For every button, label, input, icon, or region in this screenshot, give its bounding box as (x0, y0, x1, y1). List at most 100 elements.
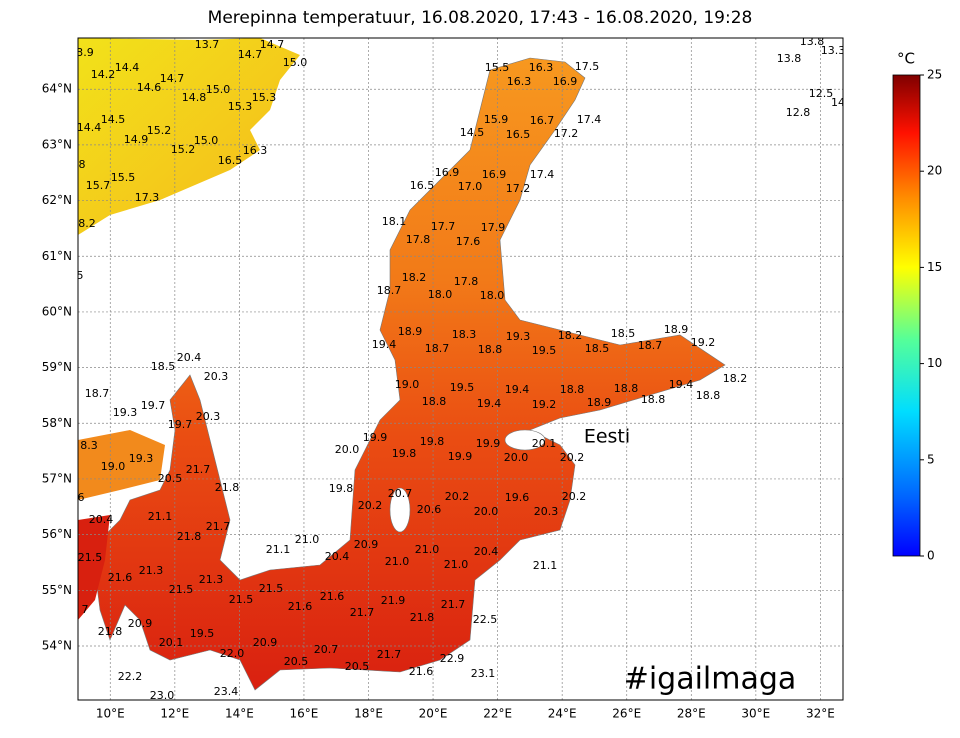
temperature-label: 13.3 (821, 44, 846, 57)
temperature-label: 20.5 (345, 660, 370, 673)
temperature-labels: 3.913.714.714.715.014.214.414.614.715.01… (77, 35, 846, 702)
temperature-label: 14.7 (260, 38, 285, 51)
temperature-label: 17.6 (456, 235, 481, 248)
temperature-label: 17.3 (135, 191, 160, 204)
temperature-label: 21.8 (215, 481, 240, 494)
temperature-label: 21.3 (139, 564, 164, 577)
temperature-label: 8 (79, 158, 86, 171)
temperature-label: 16.9 (435, 166, 460, 179)
x-tick-label: 20°E (419, 707, 448, 721)
x-tick-label: 22°E (483, 707, 512, 721)
temperature-label: 16.3 (529, 61, 554, 74)
temperature-label: 16.5 (218, 154, 243, 167)
temperature-label: 14.4 (77, 121, 102, 134)
temperature-label: 23.4 (214, 685, 239, 698)
y-tick-label: 61°N (42, 249, 72, 263)
temperature-label: 21.6 (288, 600, 313, 613)
temperature-label: 16.7 (530, 114, 555, 127)
temperature-label: 18.0 (480, 289, 505, 302)
temperature-label: 20.7 (388, 487, 413, 500)
baltic-sea (94, 57, 726, 691)
x-tick-label: 16°E (290, 707, 319, 721)
x-tick-label: 26°E (612, 707, 641, 721)
temperature-label: 20.4 (325, 550, 350, 563)
temperature-label: 14.4 (115, 61, 140, 74)
temperature-label: 20.2 (445, 490, 470, 503)
x-tick-label: 14°E (225, 707, 254, 721)
x-tick-label: 28°E (677, 707, 706, 721)
colorbar-tick-label: 15 (927, 260, 942, 274)
axis-labels: 10°E 12°E 14°E 16°E 18°E 20°E 22°E 24°E 26°E 28°E… (42, 82, 835, 721)
temperature-label: 20.5 (284, 655, 309, 668)
temperature-label: 18.0 (428, 288, 453, 301)
temperature-label: 21.7 (206, 520, 231, 533)
temperature-label: 19.3 (113, 406, 138, 419)
temperature-label: 20.1 (159, 636, 184, 649)
temperature-label: 14.7 (160, 72, 185, 85)
temperature-label: 23.1 (471, 667, 496, 680)
temperature-label: 19.5 (190, 627, 215, 640)
temperature-label: 21.6 (320, 590, 345, 603)
colorbar-tick-label: 5 (927, 452, 935, 466)
temperature-label: 20.6 (417, 503, 442, 516)
x-tick-label: 10°E (96, 707, 125, 721)
x-tick-label: 32°E (806, 707, 835, 721)
temperature-label: 20.1 (532, 437, 557, 450)
temperature-label: 18.8 (422, 395, 447, 408)
temperature-label: 15.9 (484, 113, 509, 126)
y-tick-label: 62°N (42, 193, 72, 207)
temperature-label: 21.3 (199, 573, 224, 586)
temperature-label: 14.2 (91, 68, 116, 81)
temperature-label: 20.3 (534, 505, 559, 518)
temperature-label: 20.9 (128, 617, 153, 630)
temperature-label: 13.8 (800, 35, 825, 48)
temperature-label: 15.5 (111, 171, 136, 184)
temperature-label: 17.0 (458, 180, 483, 193)
y-tick-label: 56°N (42, 527, 72, 541)
temperature-label: 21.6 (108, 571, 133, 584)
temperature-label: 18.7 (85, 387, 110, 400)
x-tick-label: 30°E (741, 707, 770, 721)
map-frame (77, 37, 844, 701)
temperature-label: 16.9 (482, 168, 507, 181)
y-tick-label: 55°N (42, 583, 72, 597)
hashtag: #igailmaga (624, 662, 797, 697)
temperature-label: 19.0 (101, 460, 126, 473)
temperature-label: 23.0 (150, 689, 175, 702)
temperature-label: 21.1 (148, 510, 173, 523)
temperature-label: 15.0 (206, 83, 231, 96)
temperature-label: 17.4 (577, 113, 602, 126)
temperature-label: 19.9 (476, 437, 501, 450)
temperature-label: 14.5 (101, 113, 126, 126)
temperature-label: 15.5 (485, 61, 510, 74)
temperature-label: 15.0 (283, 56, 308, 69)
colorbar-tick-label: 20 (927, 164, 942, 178)
temperature-label: 19.4 (477, 397, 502, 410)
temperature-label: 19.3 (506, 330, 531, 343)
y-tick-label: 58°N (42, 416, 72, 430)
temperature-label: 18.9 (664, 323, 689, 336)
temperature-label: 20.0 (474, 505, 499, 518)
temperature-label: 7 (82, 603, 89, 616)
temperature-label: 18.8 (641, 393, 666, 406)
temperature-label: 19.7 (141, 399, 166, 412)
temperature-label: 16.3 (243, 144, 268, 157)
x-tick-label: 24°E (548, 707, 577, 721)
y-tick-label: 60°N (42, 304, 72, 318)
temperature-label: 21.5 (229, 593, 254, 606)
temperature-label: 17.8 (406, 233, 431, 246)
temperature-label: 22.5 (473, 613, 498, 626)
temperature-label: 21.8 (98, 625, 123, 638)
temperature-label: 21.7 (350, 606, 375, 619)
temperature-label: 19.8 (420, 435, 445, 448)
temperature-label: 17.4 (530, 168, 555, 181)
temperature-label: 20.7 (314, 643, 339, 656)
y-tick-label: 59°N (42, 360, 72, 374)
map-title: Merepinna temperatuur, 16.08.2020, 17:43… (208, 8, 753, 28)
graticule (78, 38, 843, 700)
colorbar-tick-label: 0 (927, 549, 935, 563)
temperature-label: 18.9 (587, 396, 612, 409)
temperature-label: 6 (78, 491, 85, 504)
temperature-label: 15.3 (228, 100, 253, 113)
colorbar-tick-label: 10 (927, 356, 942, 370)
